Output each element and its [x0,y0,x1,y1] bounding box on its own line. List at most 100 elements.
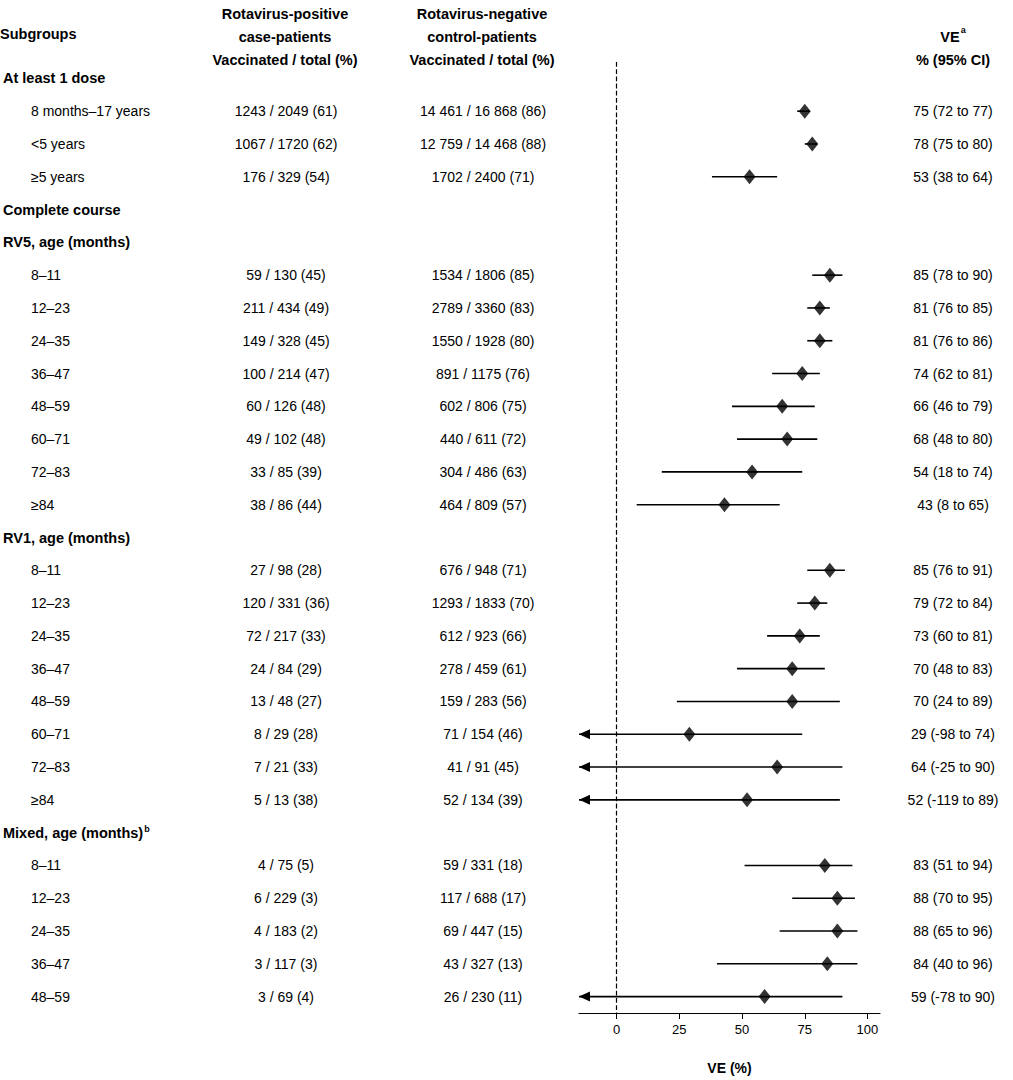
svg-text:1293 / 1833 (70): 1293 / 1833 (70) [432,595,535,611]
svg-text:64 (-25 to 90): 64 (-25 to 90) [911,759,995,775]
svg-text:159 / 283 (56): 159 / 283 (56) [439,693,526,709]
svg-text:<5 years: <5 years [31,136,85,152]
svg-text:0: 0 [613,1022,620,1037]
svg-text:control-patients: control-patients [427,29,537,45]
svg-text:Vaccinated / total (%): Vaccinated / total (%) [212,52,357,68]
svg-text:440 / 611 (72): 440 / 611 (72) [440,431,526,447]
svg-text:149 / 328 (45): 149 / 328 (45) [242,333,329,349]
svg-text:8 / 29 (28): 8 / 29 (28) [254,726,318,742]
svg-text:% (95% CI): % (95% CI) [916,52,990,68]
svg-text:88 (65 to 96): 88 (65 to 96) [913,923,992,939]
svg-text:≥84: ≥84 [31,497,54,513]
svg-text:36–47: 36–47 [31,661,70,677]
svg-text:48–59: 48–59 [31,398,70,414]
svg-text:69 / 447 (15): 69 / 447 (15) [443,923,522,939]
svg-text:85 (78 to 90): 85 (78 to 90) [913,267,992,283]
svg-text:25: 25 [672,1022,686,1037]
svg-text:RV5, age (months): RV5, age (months) [3,234,130,250]
svg-text:b: b [144,824,150,834]
svg-text:59 / 331 (18): 59 / 331 (18) [443,857,522,873]
svg-text:73 (60 to 81): 73 (60 to 81) [913,628,992,644]
svg-text:100 / 214 (47): 100 / 214 (47) [242,366,329,382]
svg-text:612 / 923 (66): 612 / 923 (66) [439,628,526,644]
svg-text:1534 / 1806 (85): 1534 / 1806 (85) [432,267,535,283]
svg-text:68 (48 to 80): 68 (48 to 80) [913,431,992,447]
svg-text:24–35: 24–35 [31,923,70,939]
svg-text:2789 / 3360 (83): 2789 / 3360 (83) [432,300,535,316]
svg-text:66 (46 to 79): 66 (46 to 79) [913,398,992,414]
svg-text:At least 1 dose: At least 1 dose [3,70,105,86]
svg-text:12 759 / 14 468 (88): 12 759 / 14 468 (88) [420,136,546,152]
svg-text:211 / 434 (49): 211 / 434 (49) [243,300,329,316]
svg-text:Mixed, age (months): Mixed, age (months) [3,825,143,841]
svg-text:59 (-78 to 90): 59 (-78 to 90) [911,989,995,1005]
svg-text:Rotavirus-positive: Rotavirus-positive [222,6,349,22]
svg-text:49 / 102 (48): 49 / 102 (48) [246,431,325,447]
svg-text:≥84: ≥84 [31,792,54,808]
svg-text:74 (62 to 81): 74 (62 to 81) [913,366,992,382]
svg-text:676 / 948 (71): 676 / 948 (71) [439,562,526,578]
svg-text:Vaccinated / total (%): Vaccinated / total (%) [409,52,554,68]
svg-text:8 months–17 years: 8 months–17 years [31,103,150,119]
svg-text:Subgroups: Subgroups [0,26,77,42]
svg-text:120 / 331 (36): 120 / 331 (36) [242,595,329,611]
svg-text:33 / 85 (39): 33 / 85 (39) [250,464,322,480]
svg-text:24 / 84 (29): 24 / 84 (29) [250,661,322,677]
svg-text:13 / 48 (27): 13 / 48 (27) [250,693,322,709]
svg-text:5 / 13 (38): 5 / 13 (38) [254,792,318,808]
svg-text:83 (51 to 94): 83 (51 to 94) [913,857,992,873]
svg-text:38 / 86 (44): 38 / 86 (44) [250,497,322,513]
svg-text:3 / 69 (4): 3 / 69 (4) [258,989,314,1005]
svg-text:85 (76 to 91): 85 (76 to 91) [913,562,992,578]
svg-text:36–47: 36–47 [31,956,70,972]
svg-text:Complete course: Complete course [3,202,121,218]
svg-text:26 / 230 (11): 26 / 230 (11) [444,989,522,1005]
svg-text:43 / 327 (13): 43 / 327 (13) [443,956,522,972]
svg-text:6 / 229 (3): 6 / 229 (3) [254,890,318,906]
svg-text:RV1, age (months): RV1, age (months) [3,530,130,546]
svg-text:50: 50 [735,1022,749,1037]
svg-text:48–59: 48–59 [31,693,70,709]
svg-text:1550 / 1928 (80): 1550 / 1928 (80) [432,333,535,349]
svg-text:60–71: 60–71 [31,726,70,742]
svg-text:VE (%): VE (%) [707,1060,751,1076]
svg-text:case-patients: case-patients [239,29,332,45]
svg-text:Rotavirus-negative: Rotavirus-negative [417,6,548,22]
svg-text:464 / 809 (57): 464 / 809 (57) [439,497,526,513]
svg-text:81 (76 to 85): 81 (76 to 85) [913,300,992,316]
svg-text:304 / 486 (63): 304 / 486 (63) [439,464,526,480]
svg-text:43 (8 to 65): 43 (8 to 65) [917,497,989,513]
svg-text:12–23: 12–23 [31,300,70,316]
svg-text:52 / 134 (39): 52 / 134 (39) [443,792,522,808]
svg-text:4 / 75 (5): 4 / 75 (5) [258,857,314,873]
svg-text:88 (70 to 95): 88 (70 to 95) [913,890,992,906]
svg-text:a: a [961,25,967,35]
svg-text:60–71: 60–71 [31,431,70,447]
svg-text:7 / 21 (33): 7 / 21 (33) [254,759,318,775]
svg-text:78 (75 to 80): 78 (75 to 80) [913,136,992,152]
svg-text:81 (76 to 86): 81 (76 to 86) [913,333,992,349]
svg-text:72–83: 72–83 [31,759,70,775]
svg-text:84 (40 to 96): 84 (40 to 96) [913,956,992,972]
svg-text:27 / 98 (28): 27 / 98 (28) [250,562,322,578]
svg-text:≥5 years: ≥5 years [31,169,85,185]
svg-text:14 461 / 16 868 (86): 14 461 / 16 868 (86) [420,103,546,119]
svg-text:891 / 1175 (76): 891 / 1175 (76) [436,366,530,382]
svg-text:24–35: 24–35 [31,628,70,644]
svg-text:52 (-119 to 89): 52 (-119 to 89) [908,792,999,808]
svg-text:72–83: 72–83 [31,464,70,480]
svg-text:100: 100 [857,1022,879,1037]
svg-text:41 / 91 (45): 41 / 91 (45) [447,759,519,775]
svg-text:79 (72 to 84): 79 (72 to 84) [913,595,992,611]
svg-text:36–47: 36–47 [31,366,70,382]
svg-text:59 / 130 (45): 59 / 130 (45) [246,267,325,283]
svg-text:602 / 806 (75): 602 / 806 (75) [439,398,526,414]
svg-text:176 / 329 (54): 176 / 329 (54) [242,169,329,185]
svg-text:8–11: 8–11 [31,857,61,873]
svg-text:VE: VE [940,29,960,45]
svg-text:8–11: 8–11 [31,562,61,578]
svg-text:12–23: 12–23 [31,890,70,906]
svg-text:4 / 183 (2): 4 / 183 (2) [254,923,318,939]
svg-text:278 / 459 (61): 278 / 459 (61) [439,661,526,677]
svg-text:75: 75 [798,1022,812,1037]
